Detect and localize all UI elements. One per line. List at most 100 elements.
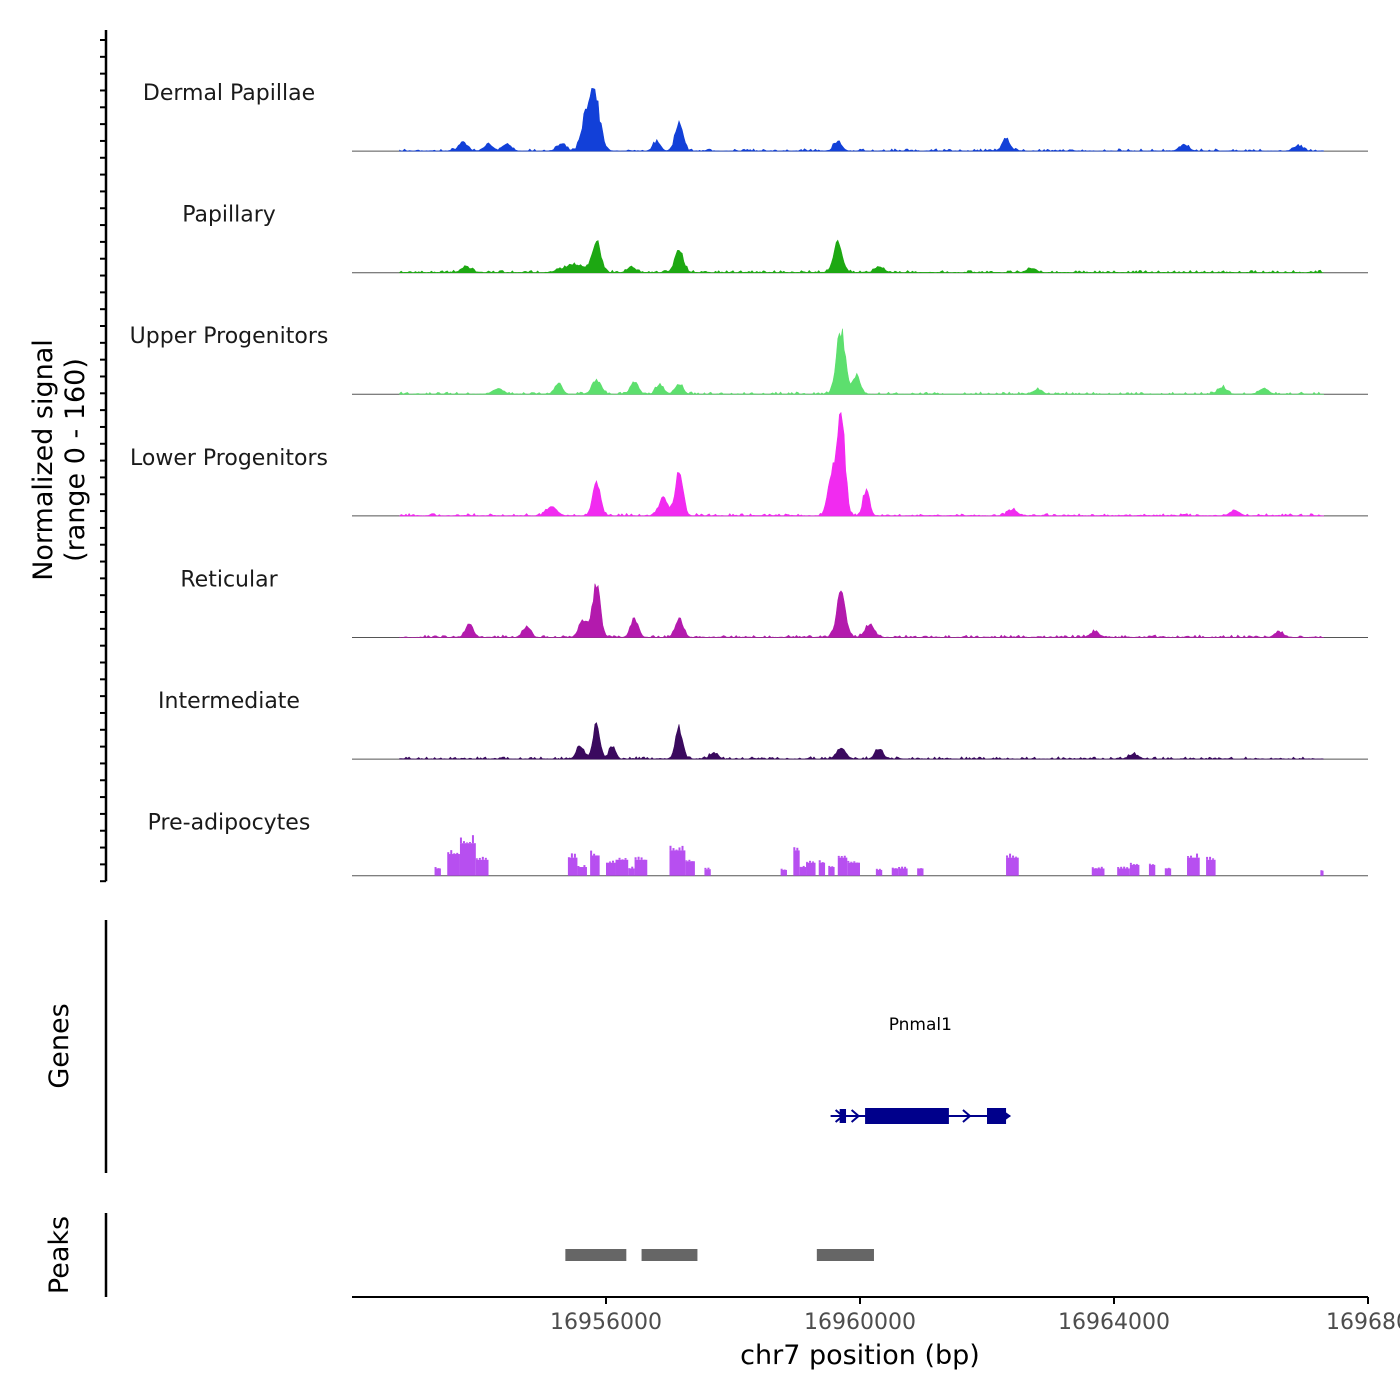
signal-block-jitter — [459, 837, 462, 844]
signal-block-jitter — [640, 857, 643, 860]
signal-block-jitter — [567, 857, 570, 858]
signal-block-jitter — [1129, 862, 1132, 865]
signal-block — [459, 843, 476, 876]
signal-block-jitter — [478, 857, 481, 860]
signal-block-jitter — [583, 865, 586, 868]
signal-block-jitter — [1120, 866, 1123, 869]
signal-block — [847, 862, 860, 876]
signal-block-jitter — [453, 853, 456, 855]
x-axis: 16956000 16960000 16964000 169680 — [352, 1296, 1400, 1335]
signal-block — [1320, 870, 1324, 876]
signal-block — [806, 862, 816, 876]
signal-block — [1148, 864, 1156, 876]
signal-block-jitter — [704, 867, 707, 870]
signal-block — [669, 850, 686, 876]
peak-region — [816, 1249, 874, 1261]
gene-exon — [839, 1109, 847, 1123]
signal-block-jitter — [843, 855, 846, 858]
signal-block — [685, 861, 695, 876]
signal-area-intermediate — [399, 722, 1324, 760]
signal-block-jitter — [806, 861, 809, 863]
signal-block-jitter — [1190, 855, 1193, 858]
signal-block-jitter — [898, 866, 901, 869]
strand-arrow — [962, 1109, 972, 1123]
signal-block — [917, 868, 924, 876]
signal-block-jitter — [878, 868, 881, 870]
signal-block — [1006, 857, 1019, 876]
signal-block-jitter — [1097, 867, 1100, 869]
signal-area-dermal-papillae — [399, 87, 1324, 152]
peak-region — [641, 1249, 698, 1261]
signal-block-jitter — [875, 868, 878, 870]
peaks-axis-label: Peaks — [44, 1216, 75, 1294]
signal-block — [1187, 857, 1200, 876]
signal-block-jitter — [612, 860, 614, 863]
signal-block-jitter — [573, 853, 576, 858]
signal-block — [799, 867, 807, 876]
signal-block-jitter — [891, 867, 894, 869]
gene-exon — [987, 1108, 1007, 1124]
x-tick-label: 16964000 — [1058, 1310, 1170, 1335]
track-label-papillary: Papillary — [182, 203, 276, 228]
signal-block-jitter — [471, 835, 474, 844]
y-axis-label-line2: (range 0 - 160) — [60, 358, 91, 562]
signal-block-jitter — [484, 857, 487, 860]
track-reticular — [352, 583, 1368, 639]
signal-block-jitter — [901, 866, 904, 869]
signal-block-jitter — [780, 868, 783, 870]
signal-block-jitter — [681, 845, 684, 851]
track-labels: Dermal Papillae Papillary Upper Progenitor… — [130, 81, 329, 836]
peak-track — [565, 1249, 874, 1261]
signal-block-jitter — [1212, 858, 1215, 860]
signal-block — [1091, 868, 1105, 876]
signal-block — [628, 868, 635, 876]
signal-block-jitter — [570, 853, 573, 858]
signal-block — [818, 862, 826, 876]
track-papillary — [352, 239, 1368, 274]
signal-block-jitter — [1196, 853, 1199, 858]
signal-area-lower-progenitors — [399, 411, 1325, 517]
signal-block-jitter — [821, 862, 824, 863]
signal-block-jitter — [1151, 864, 1154, 865]
signal-area-reticular — [399, 583, 1325, 639]
track-dermal-papillae — [352, 87, 1368, 152]
signal-block-jitter — [1009, 853, 1012, 858]
signal-block-jitter — [850, 861, 853, 863]
signal-block-jitter — [809, 860, 812, 863]
y-axis-label-line1: Normalized signal — [28, 339, 59, 581]
signal-block-jitter — [812, 861, 815, 863]
signal-block-jitter — [475, 858, 478, 860]
signal-block-jitter — [465, 842, 468, 844]
signal-block-jitter — [802, 865, 805, 868]
signal-block-jitter — [1015, 856, 1018, 858]
signal-block-jitter — [793, 847, 796, 851]
signal-block-jitter — [1132, 864, 1135, 865]
signal-block-jitter — [796, 847, 799, 851]
peak-region — [565, 1249, 627, 1261]
signal-y-axis — [100, 30, 108, 883]
track-label-upper-progenitors: Upper Progenitors — [130, 324, 329, 349]
signal-block-jitter — [1148, 863, 1151, 865]
signal-block — [780, 869, 787, 876]
signal-block — [837, 857, 848, 876]
signal-block-jitter — [1187, 856, 1190, 858]
signal-block-jitter — [1123, 866, 1126, 869]
signal-block — [567, 857, 578, 876]
signal-block-jitter — [447, 852, 450, 855]
track-label-lower-progenitors: Lower Progenitors — [130, 446, 328, 471]
signal-block — [475, 859, 489, 876]
signal-block — [606, 862, 616, 876]
signal-block-jitter — [1209, 856, 1212, 860]
signal-block-jitter — [621, 859, 624, 860]
signal-block — [793, 850, 800, 876]
signal-block-jitter — [1100, 866, 1103, 869]
signal-block — [1206, 859, 1216, 876]
signal-block — [577, 867, 587, 876]
strand-arrow — [850, 1109, 861, 1123]
gene-label-pnmal1: Pnmal1 — [889, 1015, 952, 1035]
signal-block-jitter — [634, 857, 637, 860]
signal-block-jitter — [590, 850, 593, 856]
signal-block — [828, 867, 835, 876]
signal-block-jitter — [462, 841, 465, 844]
